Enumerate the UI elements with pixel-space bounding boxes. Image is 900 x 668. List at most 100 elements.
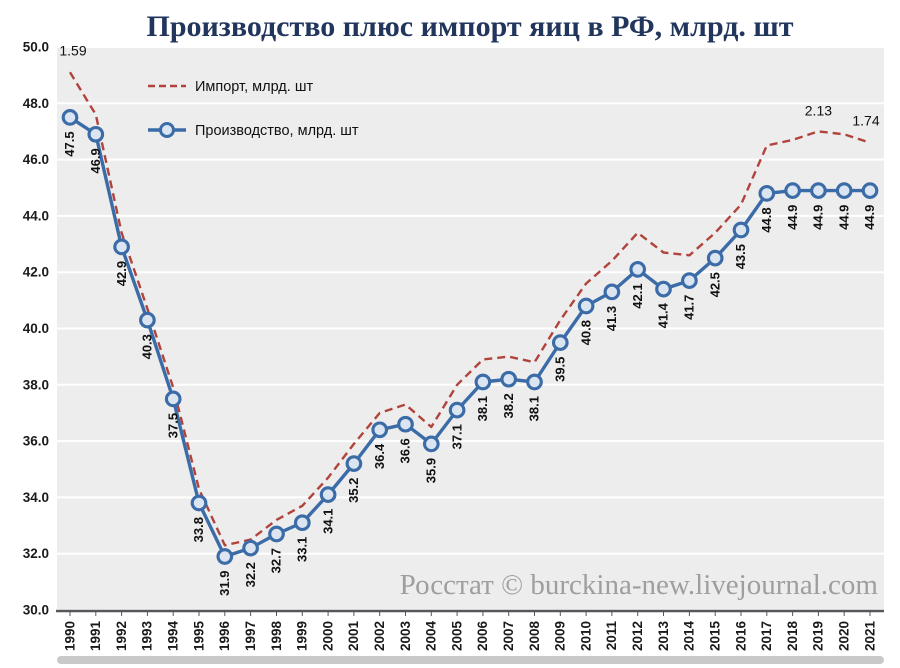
production-point-label: 39.5 (552, 357, 567, 382)
production-point-label: 41.4 (656, 302, 671, 328)
plot-area: 30.0 32.0 34.0 36.0 38.0 40.0 42.0 44.0 46.0 48.0… (23, 40, 884, 652)
production-point (87, 125, 105, 143)
x-axis-label: 2011 (604, 621, 619, 651)
x-axis-label: 1993 (140, 621, 155, 652)
production-point (371, 421, 389, 439)
import-value-annotation: 1.74 (852, 113, 879, 129)
horizontal-scrollbar[interactable] (57, 656, 884, 664)
legend-production-marker (159, 122, 175, 138)
production-point (706, 249, 724, 267)
chart-title: Производство плюс импорт яиц в РФ, млрд.… (147, 10, 794, 43)
production-point-label: 31.9 (217, 571, 232, 596)
x-axis-label: 2020 (837, 621, 852, 651)
x-axis-label: 2017 (759, 621, 774, 651)
legend-item-import: Импорт, млрд. шт (148, 79, 313, 95)
production-point (758, 185, 776, 202)
production-point-label: 44.9 (785, 205, 800, 230)
production-point-label: 44.8 (759, 207, 774, 232)
production-point (861, 182, 879, 199)
production-point-label: 40.3 (140, 334, 155, 359)
production-point-label: 32.7 (269, 548, 284, 573)
y-axis-label: 44.0 (23, 208, 49, 223)
production-point (345, 455, 363, 472)
x-axis-label: 1999 (295, 621, 310, 651)
production-point-label: 35.2 (346, 478, 361, 503)
production-point-label: 41.3 (604, 306, 619, 331)
production-point (113, 238, 130, 256)
import-value-annotation: 2.13 (805, 102, 832, 118)
legend-item-production: Производство, млрд. шт (148, 122, 359, 139)
production-point-label: 42.1 (630, 283, 645, 308)
production-point-label: 37.5 (165, 413, 180, 438)
production-point-label: 36.4 (372, 443, 387, 469)
legend: Импорт, млрд. шт Производство, млрд. шт (148, 79, 359, 139)
production-point (835, 182, 853, 199)
production-point-label: 37.1 (449, 424, 464, 449)
production-point-label: 36.6 (398, 438, 413, 463)
production-point (784, 182, 801, 199)
x-axis-label: 2010 (578, 621, 593, 651)
x-axis-label: 2001 (346, 621, 361, 652)
production-point-label: 42.9 (114, 261, 129, 286)
production-point (474, 373, 492, 391)
x-axis-label: 2013 (656, 621, 671, 652)
production-point-label: 46.9 (88, 148, 103, 173)
watermark: Росстат © burckina-new.livejournal.com (400, 569, 879, 601)
production-point-label: 38.1 (475, 396, 490, 421)
production-point (551, 334, 569, 351)
production-point-label: 43.5 (733, 244, 748, 269)
x-axis-label: 2019 (811, 621, 826, 651)
production-point-label: 47.5 (62, 131, 77, 156)
production-point-label: 34.1 (320, 509, 335, 534)
production-point-label: 41.7 (682, 295, 697, 320)
x-axis-label: 2003 (398, 621, 413, 652)
x-axis-label: 1998 (269, 621, 284, 652)
production-point (164, 390, 182, 408)
production-point (139, 311, 156, 329)
x-axis-label: 2005 (449, 621, 464, 652)
x-axis-label: 2021 (862, 621, 877, 652)
x-axis-label: 1994 (166, 621, 181, 652)
production-point-label: 38.1 (527, 396, 542, 421)
import-value-annotation: 1.59 (59, 42, 86, 58)
x-axis-label: 2006 (475, 621, 490, 652)
production-point-label: 42.5 (707, 272, 722, 297)
x-axis-label: 2012 (630, 621, 645, 651)
legend-production-label: Производство, млрд. шт (195, 123, 359, 139)
production-point-label: 35.9 (423, 458, 438, 483)
y-axis-label: 36.0 (23, 434, 49, 449)
x-axis-label: 1992 (114, 621, 129, 651)
production-point (422, 435, 440, 453)
x-axis-label: 1997 (243, 621, 258, 651)
x-axis-label: 2000 (320, 621, 335, 651)
production-point-label: 44.9 (862, 205, 877, 230)
production-point-label: 33.1 (294, 537, 309, 562)
x-axis-label: 2014 (682, 621, 697, 652)
production-point (61, 109, 79, 126)
production-point-label: 33.8 (191, 517, 206, 542)
production-point (319, 486, 337, 503)
production-point-label: 32.2 (243, 562, 258, 587)
y-axis-label: 46.0 (23, 152, 49, 167)
production-point (242, 539, 259, 557)
legend-import-label: Импорт, млрд. шт (195, 79, 313, 95)
production-point (810, 182, 827, 199)
y-axis-label: 38.0 (23, 377, 49, 392)
production-point (448, 401, 466, 419)
x-axis-label: 2009 (553, 621, 568, 651)
production-point (268, 525, 285, 543)
y-axis-label: 32.0 (23, 546, 49, 561)
x-axis-label: 1996 (217, 621, 232, 652)
production-point-label: 38.2 (501, 393, 516, 418)
production-point (603, 283, 621, 301)
x-axis-label: 2016 (733, 621, 748, 652)
x-axis-label: 2018 (785, 621, 800, 652)
production-point (732, 221, 750, 239)
y-axis-label: 50.0 (23, 40, 49, 55)
production-point (293, 514, 311, 532)
x-axis-label: 2004 (424, 621, 439, 652)
y-axis-label: 42.0 (23, 265, 49, 280)
x-axis-label: 1995 (191, 621, 206, 652)
